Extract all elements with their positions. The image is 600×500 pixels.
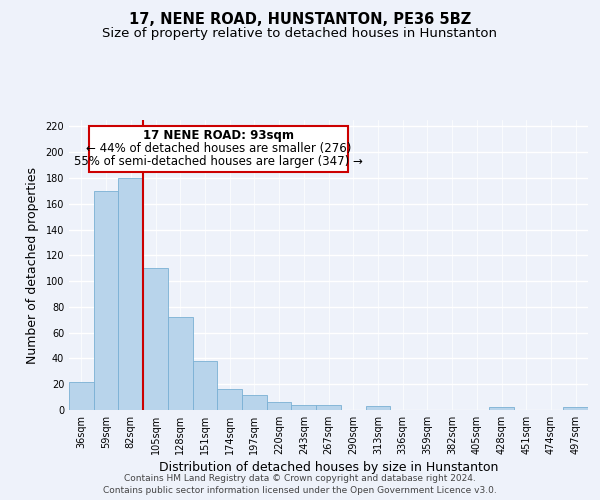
Bar [242, 394, 267, 410]
Bar [365, 406, 390, 410]
Text: 17 NENE ROAD: 93sqm: 17 NENE ROAD: 93sqm [143, 129, 294, 142]
Bar [143, 268, 168, 410]
Text: Size of property relative to detached houses in Hunstanton: Size of property relative to detached ho… [103, 28, 497, 40]
Text: 55% of semi-detached houses are larger (347) →: 55% of semi-detached houses are larger (… [74, 155, 363, 168]
Y-axis label: Number of detached properties: Number of detached properties [26, 166, 38, 364]
Bar [118, 178, 143, 410]
Text: Contains HM Land Registry data © Crown copyright and database right 2024.
Contai: Contains HM Land Registry data © Crown c… [103, 474, 497, 495]
Bar [94, 191, 118, 410]
Bar [69, 382, 94, 410]
Text: ← 44% of detached houses are smaller (276): ← 44% of detached houses are smaller (27… [86, 142, 351, 155]
FancyBboxPatch shape [89, 126, 348, 172]
Bar [316, 405, 341, 410]
Bar [489, 408, 514, 410]
Bar [292, 405, 316, 410]
Bar [563, 408, 588, 410]
Bar [168, 317, 193, 410]
X-axis label: Distribution of detached houses by size in Hunstanton: Distribution of detached houses by size … [159, 461, 498, 474]
Text: 17, NENE ROAD, HUNSTANTON, PE36 5BZ: 17, NENE ROAD, HUNSTANTON, PE36 5BZ [129, 12, 471, 28]
Bar [217, 390, 242, 410]
Bar [193, 361, 217, 410]
Bar [267, 402, 292, 410]
